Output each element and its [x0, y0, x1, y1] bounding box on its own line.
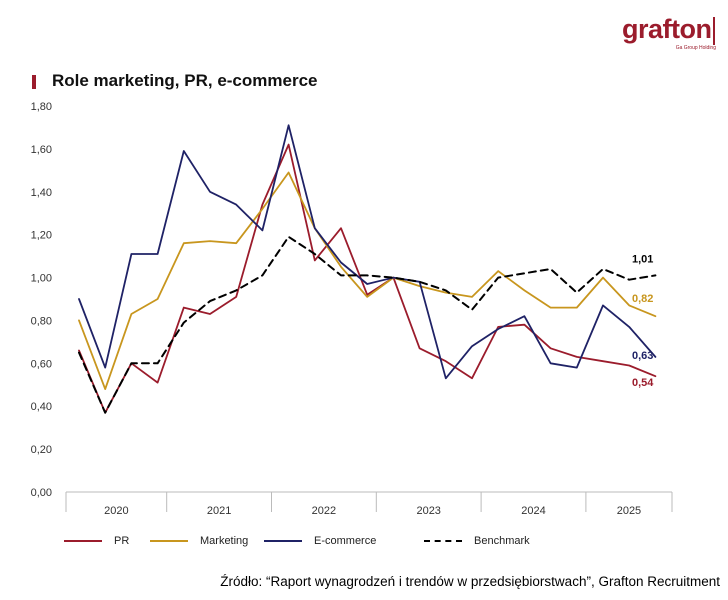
y-tick-label: 0,40 — [31, 401, 52, 413]
legend-label: Benchmark — [474, 535, 530, 547]
series-line-pr — [78, 143, 657, 414]
y-tick-label: 0,60 — [31, 358, 52, 370]
x-tick-label: 2021 — [207, 505, 231, 517]
y-tick-label: 1,80 — [31, 101, 52, 113]
y-tick-label: 0,80 — [31, 315, 52, 327]
y-tick-label: 1,20 — [31, 230, 52, 242]
logo-subtext: Ga Group Holding — [675, 45, 716, 51]
legend-swatch — [64, 540, 102, 542]
y-tick-label: 0,00 — [31, 487, 52, 499]
x-tick-label: 2020 — [104, 505, 128, 517]
legend-item-benchmark: Benchmark — [424, 535, 530, 547]
legend-swatch — [424, 540, 462, 542]
x-tick-label: 2023 — [416, 505, 440, 517]
x-tick-label: 2022 — [312, 505, 336, 517]
series-line-e-commerce — [78, 124, 657, 380]
data-label-pr: 0,54 — [632, 377, 654, 389]
legend-item-pr: PR — [64, 535, 129, 547]
legend-label: PR — [114, 535, 130, 547]
logo-bar — [713, 17, 715, 45]
x-tick-label: 2024 — [521, 505, 545, 517]
legend-label: Marketing — [200, 535, 249, 547]
y-tick-label: 0,20 — [31, 444, 52, 456]
title-accent-bar — [32, 75, 36, 89]
source-note: Źródło: “Raport wynagrodzeń i trendów w … — [220, 574, 720, 589]
series-line-benchmark — [78, 235, 657, 414]
legend-item-e-commerce: E-commerce — [264, 535, 376, 547]
chart-title: Role marketing, PR, e-commerce — [52, 71, 318, 90]
legend-label: E-commerce — [314, 535, 377, 547]
x-tick-label: 2025 — [617, 505, 641, 517]
y-tick-label: 1,00 — [31, 273, 52, 285]
grafton-logo: grafton Ga Group Holding — [622, 14, 722, 51]
data-label-e-commerce: 0,63 — [632, 350, 653, 362]
data-label-marketing: 0,82 — [632, 293, 653, 305]
logo-wordmark: grafton — [622, 14, 712, 44]
chart-legend: PR Marketing E-commerce Benchmark — [0, 535, 728, 555]
legend-item-marketing: Marketing — [150, 535, 248, 547]
legend-swatch — [264, 540, 302, 542]
legend-swatch — [150, 540, 188, 542]
y-tick-label: 1,60 — [31, 144, 52, 156]
line-chart: 0,00 0,20 0,40 0,60 0,80 1,00 1,20 1,40 1,60 1,80… — [31, 101, 673, 517]
series-line-marketing — [78, 171, 657, 391]
data-label-benchmark: 1,01 — [632, 253, 653, 265]
y-tick-label: 1,40 — [31, 187, 52, 199]
